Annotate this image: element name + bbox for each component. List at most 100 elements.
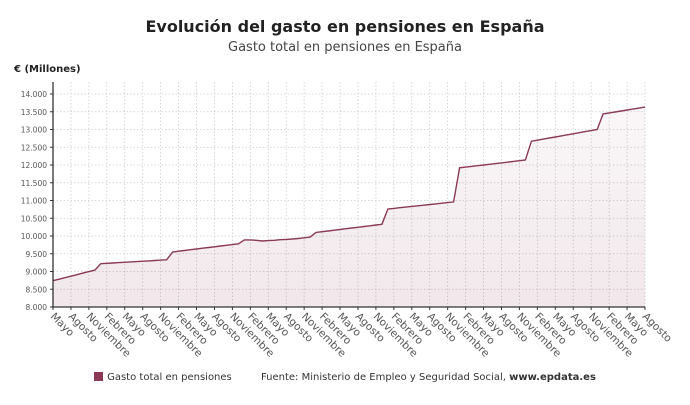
data-point — [489, 164, 490, 165]
data-point — [339, 229, 340, 230]
data-point — [58, 279, 59, 280]
data-point — [453, 201, 454, 202]
data-point — [244, 239, 245, 240]
y-tick-label: 12.500 — [21, 143, 47, 152]
data-point — [417, 205, 418, 206]
data-point — [483, 164, 484, 165]
data-point — [220, 245, 221, 246]
data-point — [615, 111, 616, 112]
data-point — [597, 129, 598, 130]
data-point — [405, 206, 406, 207]
data-point — [603, 113, 604, 114]
data-point — [393, 208, 394, 209]
data-point — [375, 224, 376, 225]
data-point — [513, 161, 514, 162]
data-point — [226, 245, 227, 246]
data-point — [585, 131, 586, 132]
data-point — [567, 134, 568, 135]
data-point — [632, 108, 633, 109]
data-point — [262, 240, 263, 241]
source-text: Fuente: Ministerio de Empleo y Seguridad… — [261, 372, 596, 383]
chart-subtitle: Gasto total en pensiones en España — [228, 40, 462, 55]
data-point — [537, 140, 538, 141]
data-point — [166, 259, 167, 260]
series-area — [52, 106, 646, 307]
data-point — [357, 227, 358, 228]
data-point — [561, 135, 562, 136]
y-tick-label: 11.000 — [21, 197, 47, 206]
source-link[interactable]: www.epdata.es — [509, 372, 596, 383]
y-tick-label: 11.500 — [21, 179, 47, 188]
data-point — [465, 167, 466, 168]
data-point — [435, 203, 436, 204]
data-point — [363, 226, 364, 227]
data-point — [304, 237, 305, 238]
data-point — [64, 277, 65, 278]
y-tick-label: 10.500 — [21, 214, 47, 223]
chart-title: Evolución del gasto en pensiones en Espa… — [145, 17, 545, 36]
data-point — [82, 273, 83, 274]
data-point — [160, 260, 161, 261]
data-point — [471, 166, 472, 167]
data-point — [387, 208, 388, 209]
data-point — [100, 263, 101, 264]
data-point — [208, 247, 209, 248]
data-point — [345, 228, 346, 229]
data-point — [316, 232, 317, 233]
data-point — [94, 269, 95, 270]
data-point — [549, 137, 550, 138]
data-point — [459, 167, 460, 168]
data-point — [202, 248, 203, 249]
data-point — [238, 243, 239, 244]
y-ticks: 8.000 8.500 9.000 9.500 10.000 10.500 11.000 11… — [21, 90, 53, 312]
data-point — [519, 160, 520, 161]
data-point — [507, 162, 508, 163]
data-point — [620, 110, 621, 111]
data-point — [573, 133, 574, 134]
data-point — [609, 112, 610, 113]
y-tick-label: 13.500 — [21, 108, 47, 117]
data-point — [130, 261, 131, 262]
data-point — [184, 250, 185, 251]
data-point — [327, 230, 328, 231]
data-point — [555, 136, 556, 137]
data-point — [148, 260, 149, 261]
legend-series-label: Gasto total en pensiones — [107, 372, 232, 383]
data-point — [172, 251, 173, 252]
data-point — [214, 246, 215, 247]
data-point — [142, 261, 143, 262]
data-point — [70, 276, 71, 277]
data-point — [118, 262, 119, 263]
data-point — [232, 244, 233, 245]
data-point — [638, 108, 639, 109]
data-point — [112, 262, 113, 263]
series-line — [52, 106, 646, 282]
data-point — [626, 109, 627, 110]
data-point — [124, 262, 125, 263]
data-point — [441, 203, 442, 204]
y-tick-label: 14.000 — [21, 90, 47, 99]
axes — [52, 82, 645, 308]
data-point — [579, 132, 580, 133]
data-point — [591, 130, 592, 131]
data-point — [477, 165, 478, 166]
y-tick-label: 10.000 — [21, 232, 47, 241]
data-point — [333, 230, 334, 231]
data-point — [501, 162, 502, 163]
data-point — [190, 249, 191, 250]
data-point — [543, 138, 544, 139]
y-tick-label: 9.500 — [26, 250, 48, 259]
y-tick-label: 13.000 — [21, 126, 47, 135]
legend: Gasto total en pensiones Fuente: Ministe… — [0, 372, 690, 383]
data-point — [136, 261, 137, 262]
data-point — [423, 205, 424, 206]
data-point — [256, 240, 257, 241]
y-axis-label: € (Millones) — [14, 64, 81, 75]
data-point — [495, 163, 496, 164]
data-point — [525, 159, 526, 160]
data-point — [429, 204, 430, 205]
data-point — [250, 239, 251, 240]
data-point — [88, 271, 89, 272]
x-ticks: MayoAgostoNoviembreFebreroMayoAgostoNovi… — [48, 307, 674, 360]
